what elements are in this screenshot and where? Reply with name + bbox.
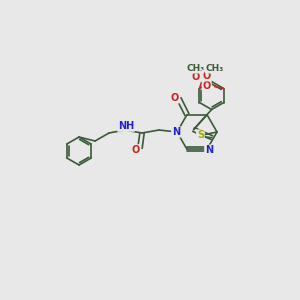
Text: N: N (172, 127, 180, 137)
Text: O: O (202, 70, 211, 80)
Text: NH: NH (118, 121, 134, 131)
Text: CH₃: CH₃ (187, 64, 205, 73)
Text: O: O (192, 71, 200, 82)
Text: S: S (197, 130, 204, 140)
Text: O: O (132, 145, 140, 155)
Text: CH₃: CH₃ (206, 64, 224, 73)
Text: O: O (202, 80, 211, 91)
Text: N: N (205, 145, 213, 155)
Text: O: O (171, 93, 179, 103)
